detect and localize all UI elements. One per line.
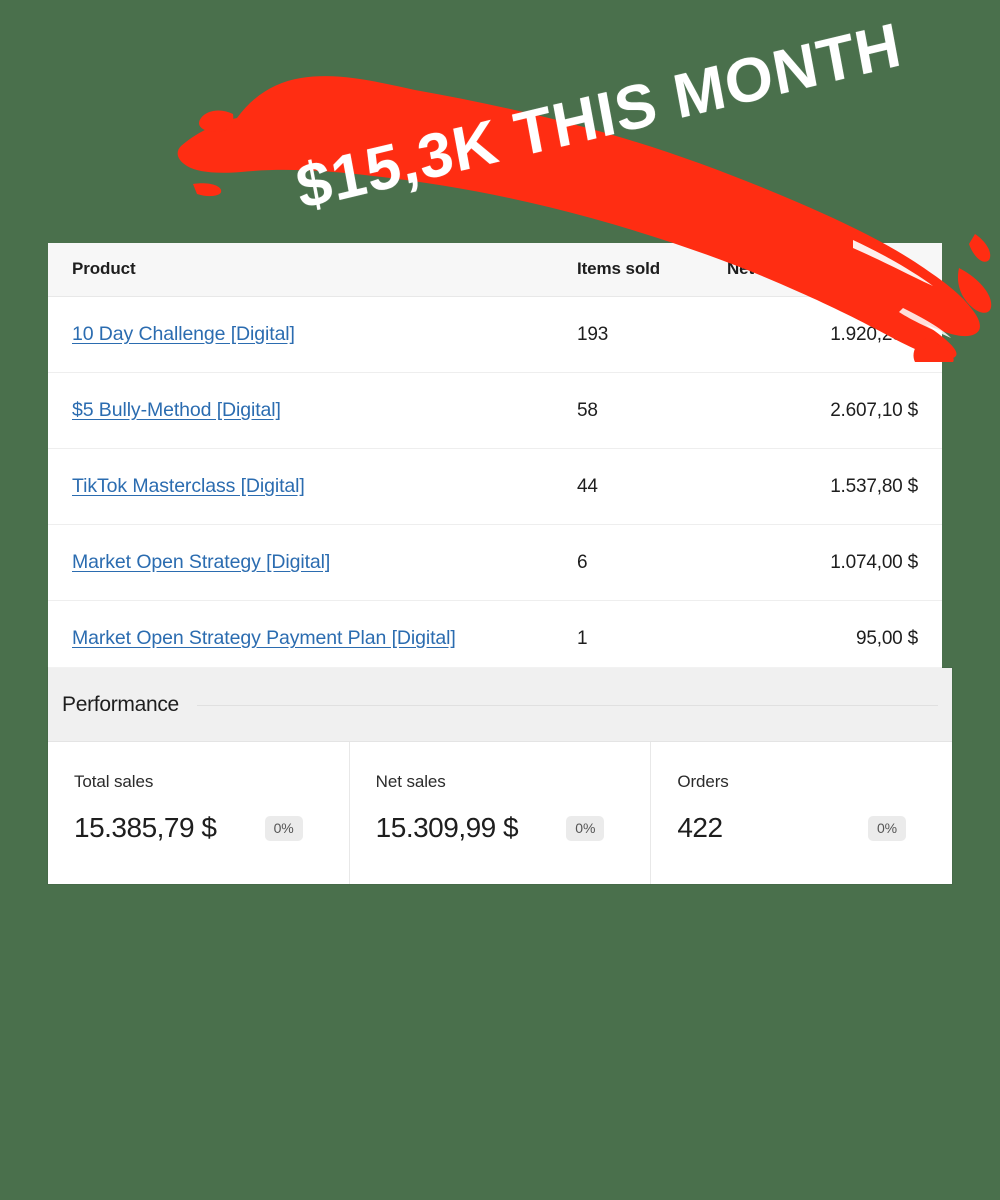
- stat-orders: Orders 422 0%: [651, 742, 952, 884]
- cell-net-sales: 1.074,00 $: [703, 524, 942, 601]
- stat-delta-badge: 0%: [264, 815, 303, 841]
- stat-delta-badge: 0%: [566, 815, 605, 841]
- cell-net-sales: 1.537,80 $: [703, 448, 942, 525]
- table-row: Market Open Strategy Payment Plan [Digit…: [48, 600, 942, 676]
- table-row: TikTok Masterclass [Digital] 44 1.537,80…: [48, 448, 942, 525]
- cell-items-sold: 58: [553, 372, 703, 449]
- stat-value: 15.385,79 $: [74, 812, 217, 843]
- stat-total-sales: Total sales 15.385,79 $ 0%: [48, 742, 350, 884]
- stat-value: 422: [677, 812, 723, 843]
- header-divider: [196, 705, 938, 706]
- product-link[interactable]: $5 Bully-Method [Digital]: [72, 399, 281, 421]
- cell-product: Market Open Strategy [Digital]: [48, 524, 553, 601]
- stat-value-row: 422 0%: [677, 812, 926, 844]
- column-header-items-sold[interactable]: Items sold: [553, 243, 703, 297]
- cell-net-sales: 1.920,25 $: [703, 296, 942, 373]
- cell-product: TikTok Masterclass [Digital]: [48, 448, 553, 525]
- product-link[interactable]: Market Open Strategy [Digital]: [72, 551, 331, 573]
- table-body: 10 Day Challenge [Digital] 193 1.920,25 …: [48, 296, 942, 676]
- cell-items-sold: 193: [553, 296, 703, 373]
- stat-value-row: 15.309,99 $ 0%: [376, 812, 625, 844]
- stat-label: Total sales: [74, 772, 154, 791]
- column-header-net-sales[interactable]: Net sales: [703, 243, 942, 297]
- cell-items-sold: 1: [553, 600, 703, 676]
- stat-value: 15.309,99 $: [375, 812, 519, 843]
- performance-header: Performance: [48, 668, 952, 742]
- cell-product: 10 Day Challenge [Digital]: [48, 296, 553, 373]
- cell-items-sold: 6: [553, 524, 703, 601]
- table-row: 10 Day Challenge [Digital] 193 1.920,25 …: [48, 296, 942, 373]
- column-header-product[interactable]: Product: [48, 243, 553, 297]
- product-link[interactable]: 10 Day Challenge [Digital]: [72, 323, 295, 345]
- product-link[interactable]: TikTok Masterclass [Digital]: [72, 475, 305, 497]
- performance-stats: Total sales 15.385,79 $ 0% Net sales 15.…: [48, 742, 952, 884]
- table-header-row: Product Items sold Net sales: [48, 243, 942, 297]
- table-row: $5 Bully-Method [Digital] 58 2.607,10 $: [48, 372, 942, 449]
- stat-value-row: 15.385,79 $ 0%: [74, 812, 323, 844]
- cell-net-sales: 95,00 $: [703, 600, 942, 676]
- performance-card: Performance Total sales 15.385,79 $ 0% N…: [48, 668, 952, 884]
- stat-label: Orders: [677, 772, 729, 791]
- stat-label: Net sales: [375, 772, 446, 791]
- top-products-card: Product Items sold Net sales 10 Day Chal…: [48, 243, 942, 676]
- cell-product: $5 Bully-Method [Digital]: [48, 372, 553, 449]
- product-link[interactable]: Market Open Strategy Payment Plan [Digit…: [72, 627, 456, 649]
- stat-delta-badge: 0%: [867, 815, 907, 841]
- table-header: Product Items sold Net sales: [48, 243, 942, 297]
- stat-net-sales: Net sales 15.309,99 $ 0%: [350, 742, 652, 884]
- table-row: Market Open Strategy [Digital] 6 1.074,0…: [48, 524, 942, 601]
- top-products-table: Product Items sold Net sales 10 Day Chal…: [48, 243, 942, 676]
- banner-headline: $15,3K THIS MONTH: [291, 10, 907, 223]
- cell-net-sales: 2.607,10 $: [703, 372, 942, 449]
- cell-product: Market Open Strategy Payment Plan [Digit…: [48, 600, 553, 676]
- performance-title: Performance: [62, 692, 179, 716]
- cell-items-sold: 44: [553, 448, 703, 525]
